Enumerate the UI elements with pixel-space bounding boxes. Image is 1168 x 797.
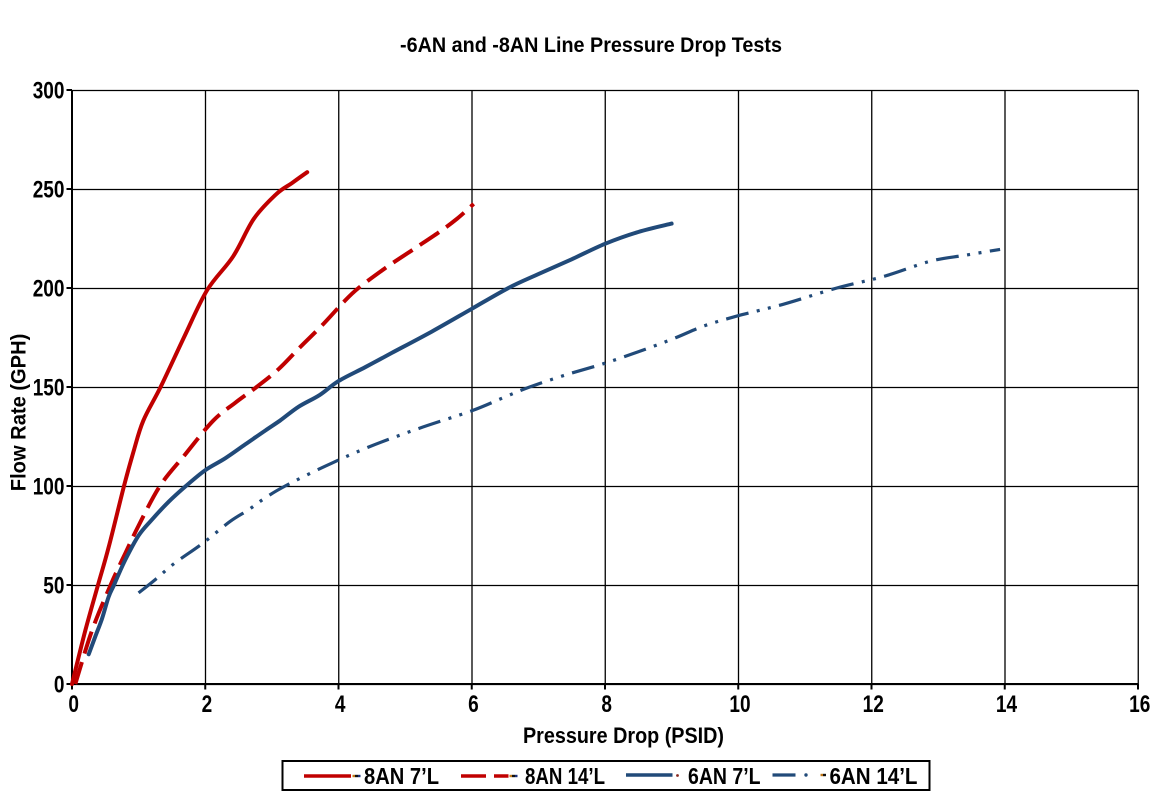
svg-text:6AN 7’L: 6AN 7’L — [688, 763, 761, 789]
svg-text:Flow Rate (GPH): Flow Rate (GPH) — [6, 334, 30, 492]
svg-text:10: 10 — [729, 691, 750, 718]
svg-text:200: 200 — [33, 276, 65, 303]
svg-text:6: 6 — [468, 691, 479, 718]
svg-text:6AN 14’L: 6AN 14’L — [830, 763, 918, 789]
svg-text:14: 14 — [996, 691, 1017, 718]
svg-text:16: 16 — [1129, 691, 1150, 718]
svg-text:50: 50 — [43, 573, 64, 600]
svg-text:8AN 14’L: 8AN 14’L — [525, 763, 605, 789]
svg-text:100: 100 — [33, 474, 65, 501]
svg-text:2: 2 — [202, 691, 213, 718]
svg-text:8: 8 — [601, 691, 612, 718]
svg-text:0: 0 — [54, 672, 65, 699]
svg-text:300: 300 — [33, 78, 65, 105]
svg-text:4: 4 — [335, 691, 346, 718]
svg-text:-6AN and -8AN Line Pressure Dr: -6AN and -8AN Line Pressure Drop Tests — [400, 33, 782, 57]
svg-text:12: 12 — [863, 691, 884, 718]
svg-text:250: 250 — [33, 177, 65, 204]
svg-text:150: 150 — [33, 375, 65, 402]
svg-text:Pressure Drop (PSID): Pressure Drop (PSID) — [523, 723, 724, 748]
svg-text:8AN 7’L: 8AN 7’L — [364, 763, 439, 789]
svg-text:0: 0 — [68, 691, 79, 718]
